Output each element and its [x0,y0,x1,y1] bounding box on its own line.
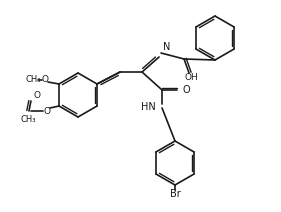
Text: Br: Br [170,189,180,199]
Text: CH₃: CH₃ [25,75,41,85]
Text: O: O [34,92,41,100]
Text: O: O [44,106,51,116]
Text: O: O [41,75,48,85]
Text: HN: HN [141,102,156,112]
Text: CH₃: CH₃ [20,116,36,124]
Text: N: N [163,42,171,52]
Text: OH: OH [184,74,198,82]
Text: O: O [182,85,190,95]
